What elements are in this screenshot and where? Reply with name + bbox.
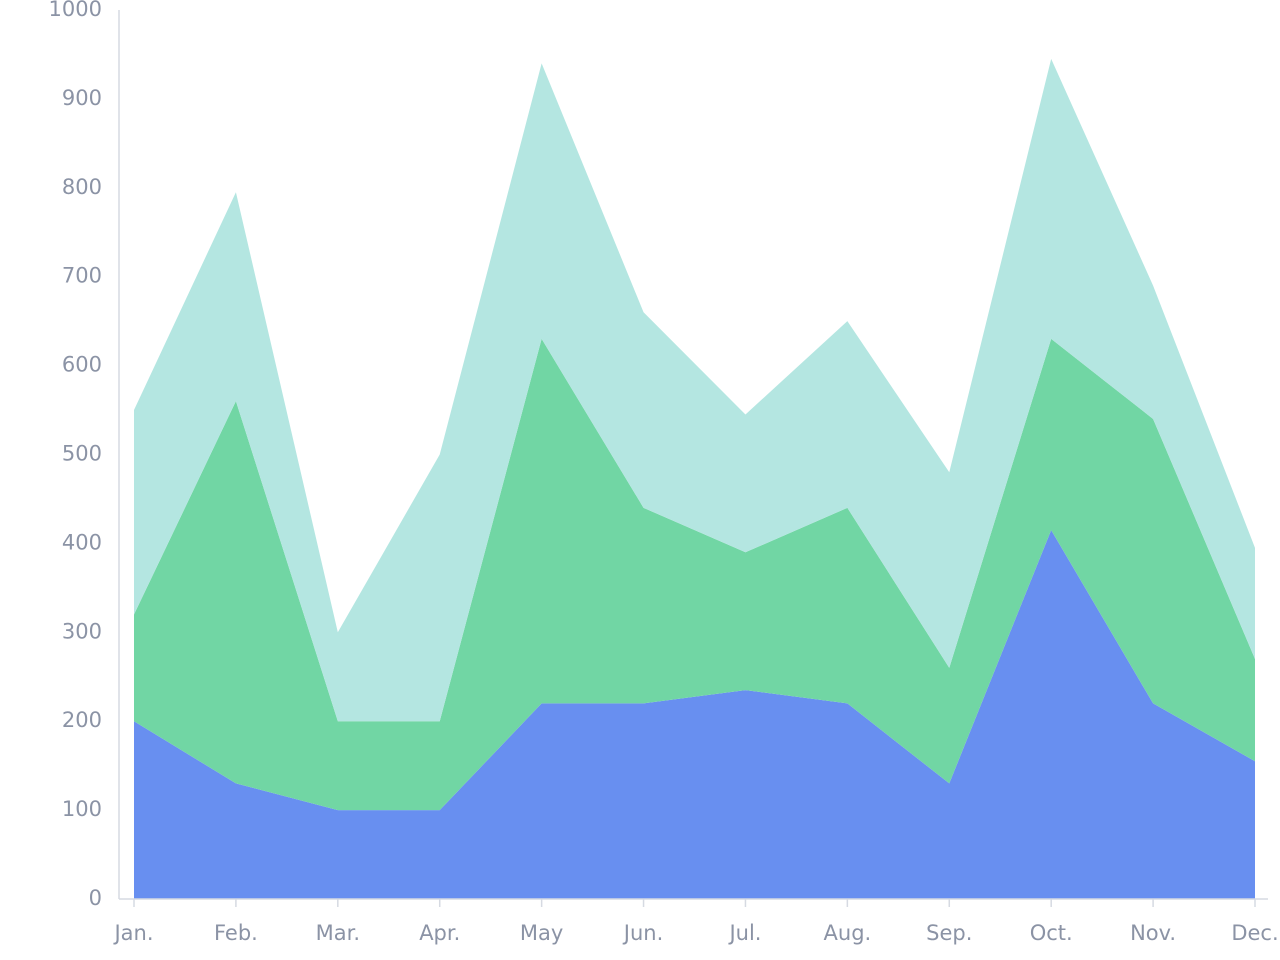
x-tick-label: Jan.: [112, 921, 153, 945]
y-tick-label: 700: [62, 264, 102, 288]
x-tick-label: Aug.: [824, 921, 872, 945]
y-tick-label: 1000: [49, 0, 102, 21]
x-tick-label: Feb.: [214, 921, 258, 945]
y-tick-label: 300: [62, 619, 102, 643]
y-tick-label: 200: [62, 708, 102, 732]
x-tick-label: Mar.: [316, 921, 360, 945]
area: [134, 58, 1255, 722]
x-tick-label: Jul.: [727, 921, 761, 945]
y-tick-label: 500: [62, 442, 102, 466]
x-tick-label: Sep.: [926, 921, 972, 945]
x-tick-label: Oct.: [1030, 921, 1073, 945]
x-tick-label: Dec.: [1231, 921, 1278, 945]
y-tick-label: 400: [62, 530, 102, 554]
y-tick-label: 900: [62, 86, 102, 110]
x-tick-label: Apr.: [419, 921, 460, 945]
y-tick-label: 100: [62, 797, 102, 821]
y-tick-label: 800: [62, 175, 102, 199]
x-tick-label: May: [520, 921, 563, 945]
x-tick-label: Nov.: [1130, 921, 1176, 945]
area: [134, 338, 1255, 811]
y-tick-label: 0: [89, 886, 102, 910]
y-tick-label: 600: [62, 353, 102, 377]
x-tick-label: Jun.: [622, 921, 664, 945]
area: [134, 530, 1255, 899]
